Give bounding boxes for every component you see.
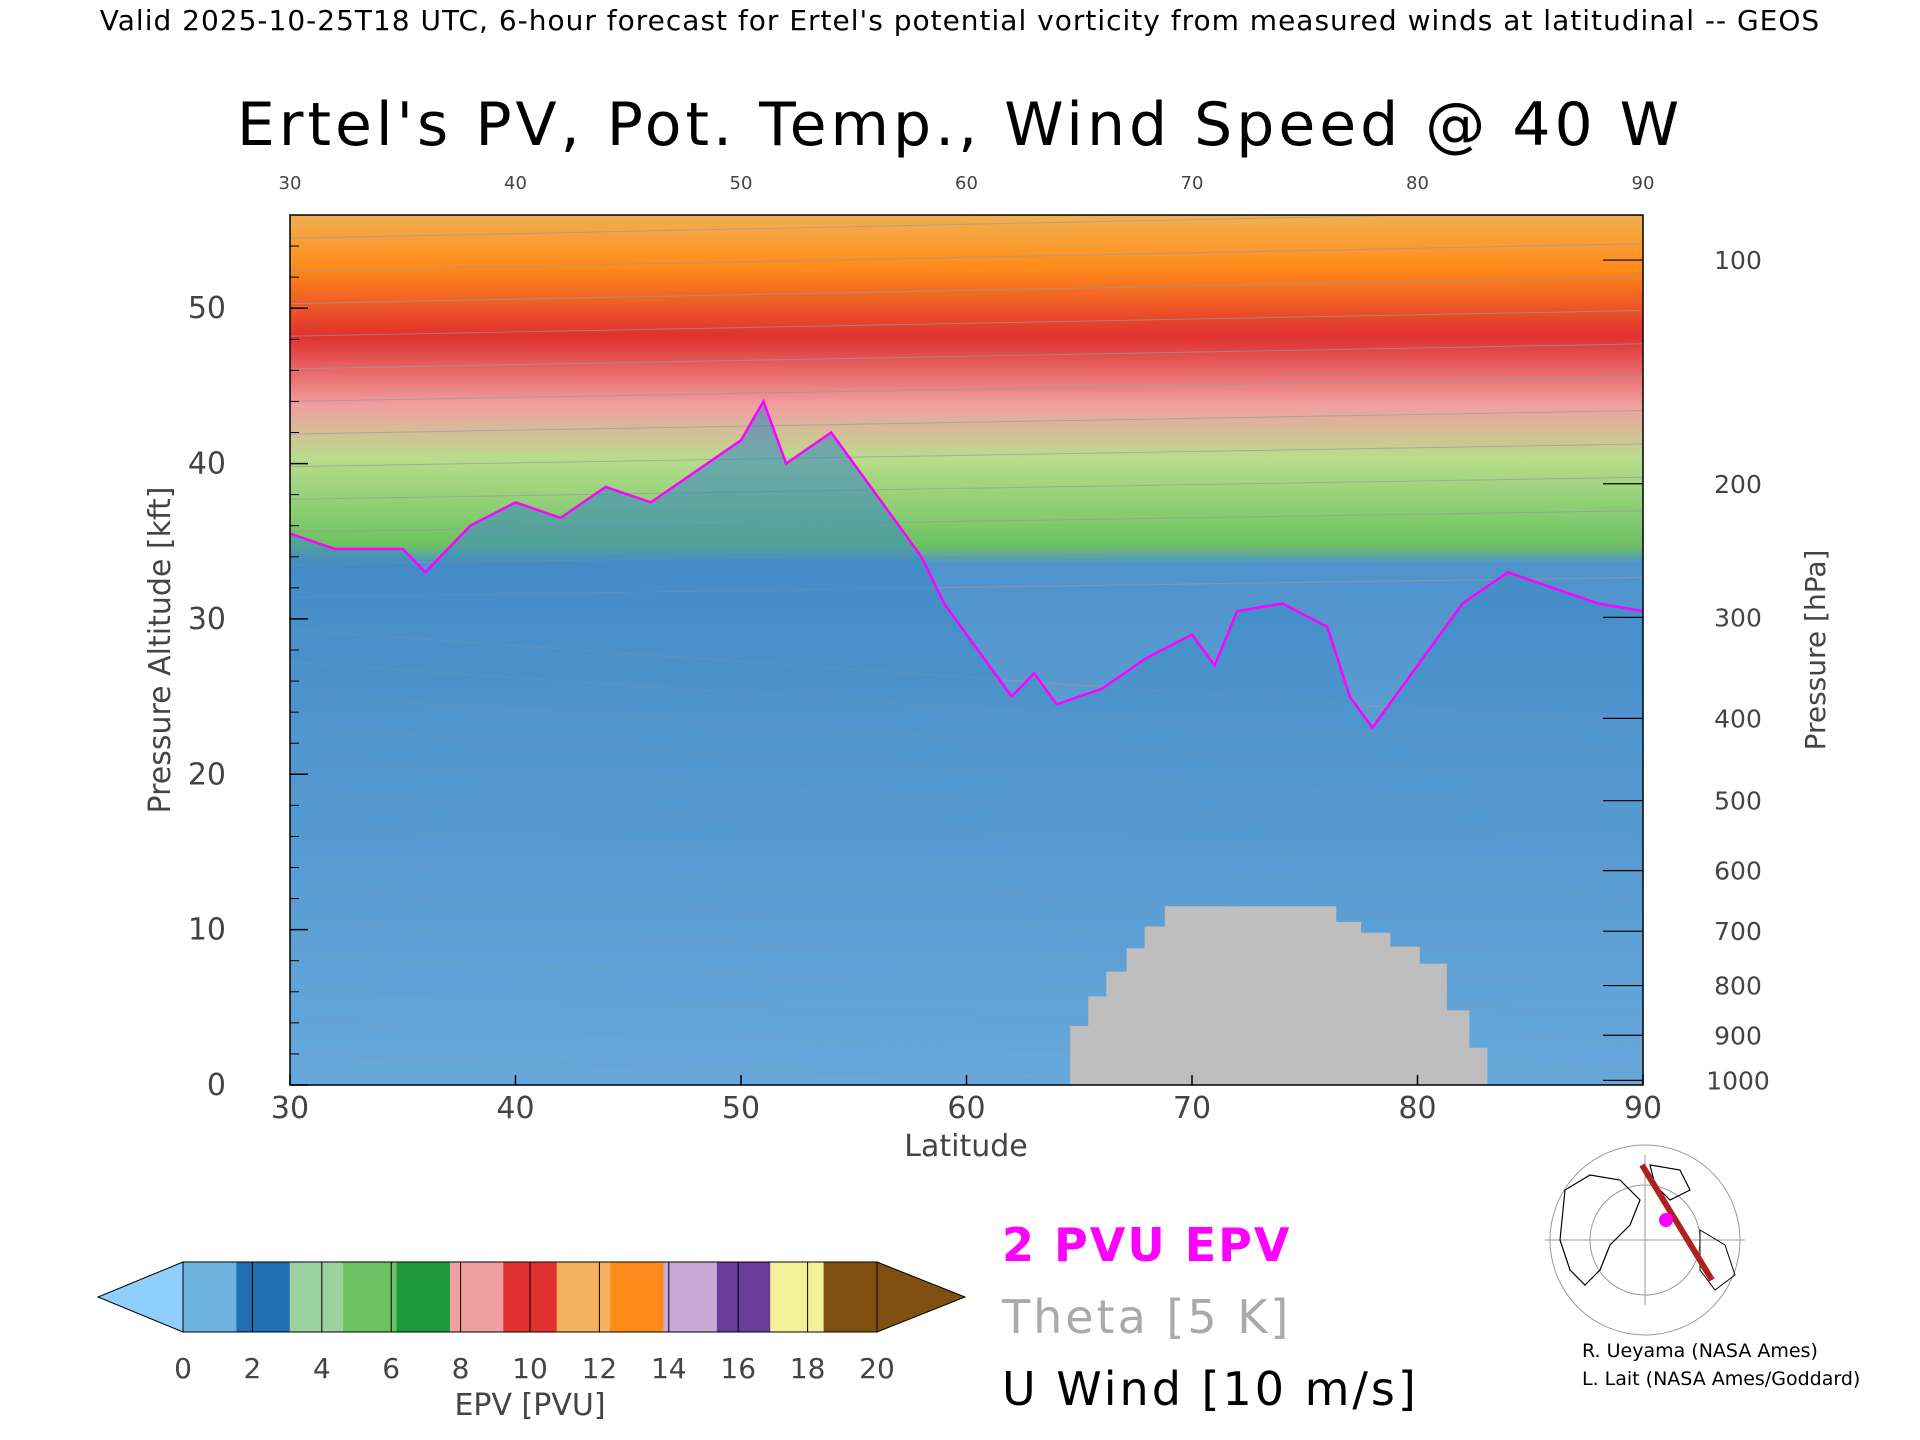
pressure-tick-label: 300 <box>1714 603 1762 632</box>
theta-isentrope <box>290 243 1643 272</box>
colorbar-swatch <box>449 1262 504 1332</box>
pressure-tick-label: 100 <box>1714 246 1762 275</box>
y-axis-label: Pressure Altitude [kft] <box>143 487 178 814</box>
colorbar-tick-label: 10 <box>512 1352 548 1385</box>
y-tick-label: 30 <box>188 602 226 637</box>
x-tick-label: 70 <box>1173 1091 1211 1126</box>
x-top-tick-label: 40 <box>504 173 527 194</box>
valid-time-header: Valid 2025-10-25T18 UTC, 6-hour forecast… <box>99 4 1821 37</box>
colorbar-swatch <box>610 1262 664 1332</box>
colorbar-swatch <box>770 1262 825 1332</box>
x-tick-label: 80 <box>1398 1091 1436 1126</box>
pressure-tick-label: 900 <box>1714 1021 1762 1050</box>
pressure-tick-label: 500 <box>1714 787 1762 816</box>
colorbar-tick-label: 8 <box>452 1352 470 1385</box>
colorbar-tick-label: 6 <box>382 1352 400 1385</box>
colorbar-over-arrow <box>876 1261 967 1333</box>
theta-isentrope <box>290 410 1643 435</box>
x-axis-label: Latitude <box>904 1129 1027 1164</box>
pressure-tick-label: 200 <box>1714 470 1762 499</box>
chart-title: Ertel's PV, Pot. Temp., Wind Speed @ 40 … <box>236 90 1684 160</box>
location-marker-icon <box>1659 1213 1673 1227</box>
colorbar-swatch <box>556 1262 611 1332</box>
pressure-tick-label: 1000 <box>1706 1066 1770 1095</box>
theta-isentrope <box>290 215 1443 239</box>
colorbar-swatch <box>343 1262 398 1332</box>
credit-line-2: L. Lait (NASA Ames/Goddard) <box>1582 1368 1861 1390</box>
colorbar-swatch <box>716 1262 771 1332</box>
x-tick-label: 60 <box>947 1091 985 1126</box>
legend-u-wind: U Wind [10 m/s] <box>1002 1362 1419 1416</box>
colorbar-tick-label: 14 <box>651 1352 687 1385</box>
colorbar-tick-label: 12 <box>582 1352 618 1385</box>
pressure-tick-label: 400 <box>1714 704 1762 733</box>
x-tick-label: 30 <box>271 1091 309 1126</box>
colorbar-label: EPV [PVU] <box>454 1388 605 1423</box>
x-top-tick-label: 70 <box>1181 173 1204 194</box>
theta-isentrope <box>290 476 1643 500</box>
underground-mask <box>1070 906 1488 1085</box>
theta-isentrope <box>290 343 1643 370</box>
colorbar: 0 2 4 6 8 10 12 14 16 18 20 <box>96 1261 967 1385</box>
theta-isentrope <box>290 276 1643 305</box>
y-tick-label: 10 <box>188 913 226 948</box>
x-top-tick-label: 30 <box>279 173 302 194</box>
colorbar-swatch <box>396 1262 451 1332</box>
colorbar-tick-label: 16 <box>720 1352 756 1385</box>
x-tick-label: 90 <box>1624 1091 1662 1126</box>
colorbar-under-arrow <box>96 1261 184 1333</box>
colorbar-swatch <box>236 1262 291 1332</box>
colorbar-tick-label: 2 <box>243 1352 261 1385</box>
y-tick-label: 0 <box>207 1068 226 1103</box>
legend-2pvu-epv: 2 PVU EPV <box>1002 1218 1292 1272</box>
colorbar-tick-label: 0 <box>174 1352 192 1385</box>
colorbar-tick-label: 20 <box>859 1352 895 1385</box>
y-tick-label: 40 <box>188 447 226 482</box>
x-top-tick-label: 80 <box>1406 173 1429 194</box>
section-path-line <box>1639 1163 1715 1282</box>
theta-isentrope <box>290 310 1643 337</box>
colorbar-tick-label: 18 <box>790 1352 826 1385</box>
colorbar-swatch <box>823 1262 878 1332</box>
pressure-axis-label: Pressure [hPa] <box>1799 550 1832 751</box>
tropopause-2pvu-line <box>290 398 1643 730</box>
theta-isentrope <box>290 376 1643 402</box>
x-top-tick-label: 50 <box>730 173 753 194</box>
colorbar-tick-label: 4 <box>313 1352 331 1385</box>
x-tick-label: 40 <box>496 1091 534 1126</box>
pressure-tick-label: 700 <box>1714 917 1762 946</box>
pressure-tick-label: 800 <box>1714 972 1762 1001</box>
inset-map <box>1545 1144 1745 1336</box>
pressure-tick-label: 600 <box>1714 857 1762 886</box>
theta-isentrope <box>290 443 1643 468</box>
y-tick-label: 20 <box>188 757 226 792</box>
coastline-icon <box>1559 1174 1641 1286</box>
legend-theta: Theta [5 K] <box>1002 1290 1292 1344</box>
x-top-tick-label: 90 <box>1632 173 1655 194</box>
x-tick-label: 50 <box>722 1091 760 1126</box>
colorbar-swatch <box>663 1262 718 1332</box>
colorbar-swatch <box>183 1262 237 1332</box>
credit-line-1: R. Ueyama (NASA Ames) <box>1582 1340 1818 1362</box>
colorbar-swatch <box>289 1262 344 1332</box>
x-top-tick-label: 60 <box>955 173 978 194</box>
y-tick-label: 50 <box>188 291 226 326</box>
